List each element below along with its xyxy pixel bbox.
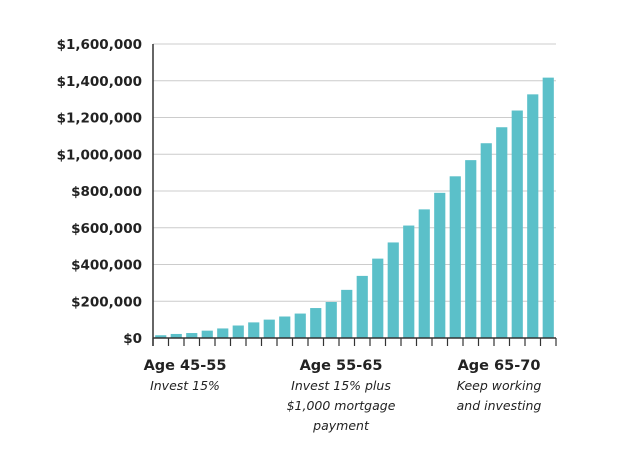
phase-2-title: Age 55-65 xyxy=(299,358,383,374)
bar xyxy=(418,209,430,338)
bar xyxy=(279,316,291,338)
bar xyxy=(310,308,322,338)
bar xyxy=(465,160,477,338)
y-tick-label: $1,600,000 xyxy=(57,37,142,53)
y-tick-label: $800,000 xyxy=(71,184,142,200)
axes xyxy=(152,44,557,346)
phase-2-note-line: payment xyxy=(313,418,369,433)
phase-1-title: Age 45-55 xyxy=(143,358,227,374)
y-tick-label: $0 xyxy=(123,331,142,347)
bar xyxy=(372,258,384,338)
y-tick-labels: $0 $200,000 $400,000 $600,000 $800,000 $1,000… xyxy=(57,37,142,347)
y-tick-label: $1,200,000 xyxy=(57,111,142,127)
bar xyxy=(186,333,198,338)
phase-3: Age 65-70 Keep working and investing xyxy=(419,356,579,416)
y-tick-label: $1,400,000 xyxy=(57,74,142,90)
phase-3-note-line: and investing xyxy=(456,398,542,413)
bars xyxy=(155,77,554,339)
bar xyxy=(356,275,368,338)
bar xyxy=(496,127,508,339)
phase-3-title: Age 65-70 xyxy=(457,358,541,374)
gridlines xyxy=(153,43,556,302)
y-tick-label: $600,000 xyxy=(71,221,142,237)
bar xyxy=(217,328,229,338)
phase-2: Age 55-65 Invest 15% plus $1,000 mortgag… xyxy=(261,356,421,436)
bar xyxy=(403,225,415,338)
phase-1-note-line: Invest 15% xyxy=(150,378,220,393)
bar xyxy=(511,110,523,338)
bar xyxy=(480,143,492,338)
phase-2-note-line: $1,000 mortgage xyxy=(286,398,396,413)
y-tick-label: $200,000 xyxy=(71,294,142,310)
bar xyxy=(155,335,167,338)
y-tick-label: $400,000 xyxy=(71,258,142,274)
bar xyxy=(248,322,260,338)
bar xyxy=(263,319,275,338)
phase-1: Age 45-55 Invest 15% xyxy=(105,356,265,396)
bar xyxy=(341,289,353,338)
bar xyxy=(232,325,244,338)
bar xyxy=(434,192,446,338)
bar xyxy=(449,176,461,338)
bar xyxy=(387,242,399,338)
phase-3-note-line: Keep working xyxy=(456,378,542,393)
bar xyxy=(201,330,213,338)
bar xyxy=(325,301,337,338)
bar xyxy=(542,77,554,338)
bar xyxy=(527,94,539,338)
bar xyxy=(294,313,306,338)
phase-2-note-line: Invest 15% plus xyxy=(291,378,391,393)
bar xyxy=(170,333,182,338)
y-tick-label: $1,000,000 xyxy=(57,147,142,163)
